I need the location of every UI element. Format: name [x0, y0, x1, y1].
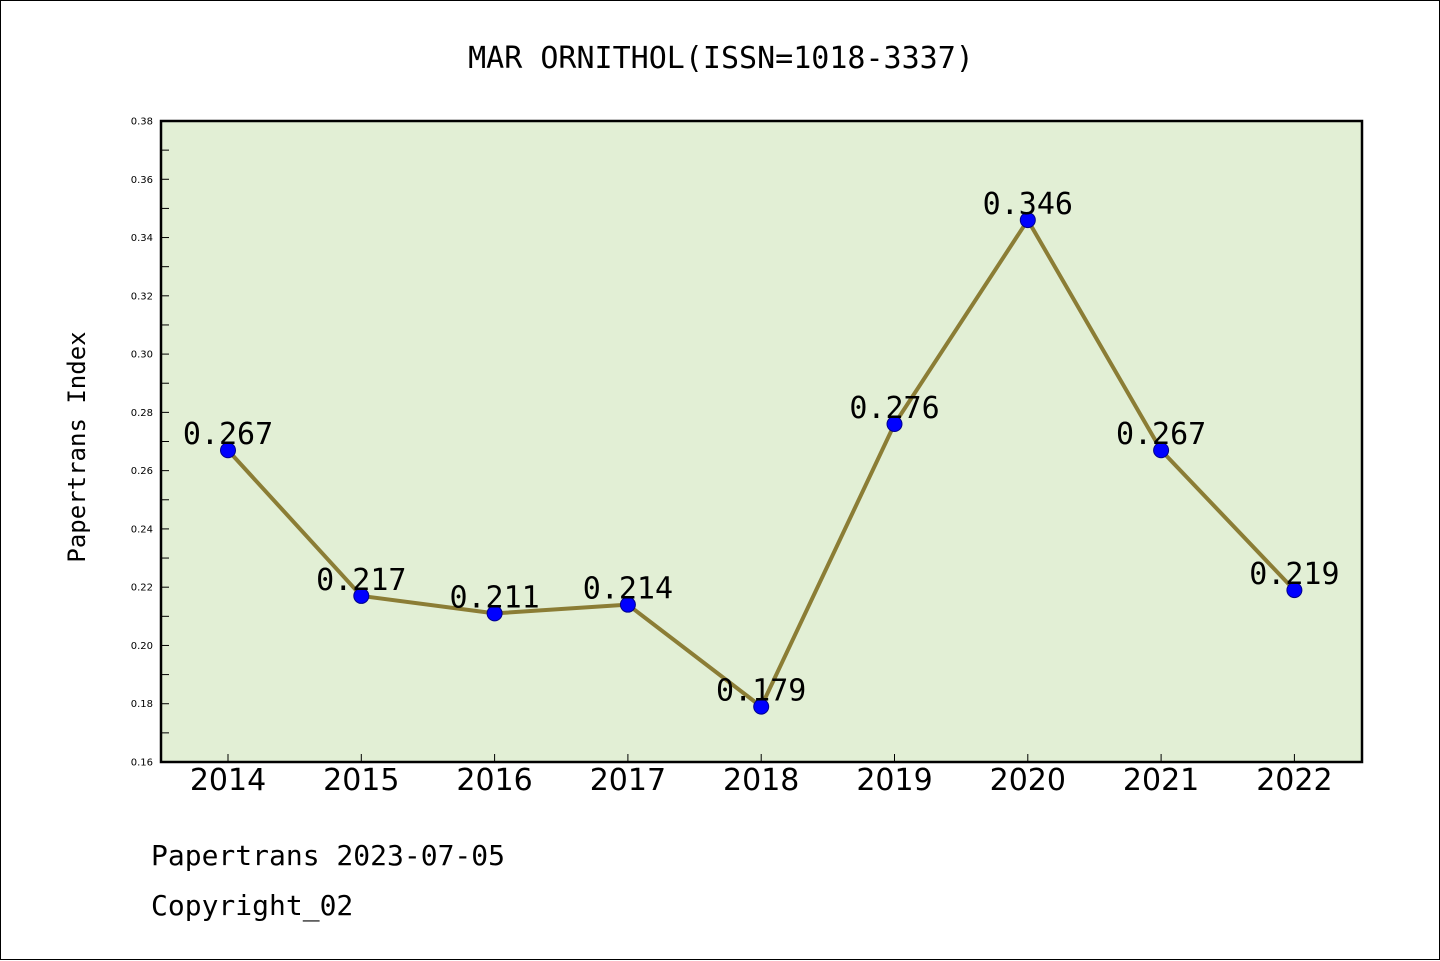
- plot-area: [161, 121, 1362, 762]
- x-tick-label: 2018: [723, 763, 799, 798]
- x-tick-label: 2019: [856, 763, 932, 798]
- data-point-marker: [753, 698, 770, 715]
- y-tick-label: 0.38: [131, 117, 153, 128]
- y-tick-label: 0.34: [131, 233, 153, 244]
- x-tick-label: 2015: [323, 763, 399, 798]
- y-tick-label: 0.26: [131, 466, 153, 477]
- y-tick-label: 0.22: [131, 583, 153, 594]
- chart-title: MAR ORNITHOL(ISSN=1018-3337): [468, 41, 974, 76]
- data-point-marker: [486, 605, 503, 622]
- y-axis-label: Papertrans Index: [63, 331, 91, 562]
- data-point-label: 0.217: [316, 563, 406, 598]
- y-tick-label: 0.24: [131, 524, 153, 535]
- data-point-marker: [1019, 212, 1036, 229]
- x-tick-label: 2020: [990, 763, 1066, 798]
- y-tick-label: 0.32: [131, 291, 153, 302]
- data-point-marker: [886, 416, 903, 433]
- y-tick-label: 0.36: [131, 175, 153, 186]
- data-point-marker: [1153, 442, 1170, 459]
- data-point-label: 0.179: [716, 674, 806, 709]
- data-point-marker: [220, 442, 236, 459]
- y-tick-label: 0.16: [131, 758, 153, 769]
- data-point-label: 0.214: [583, 572, 673, 607]
- x-tick-label: 2021: [1123, 763, 1199, 798]
- footer-copyright: Copyright_02: [151, 889, 353, 923]
- y-tick-label: 0.18: [131, 699, 153, 710]
- data-point-label: 0.267: [183, 417, 273, 452]
- x-tick-label: 2016: [456, 763, 532, 798]
- data-point-marker: [1286, 582, 1303, 599]
- data-point-label: 0.219: [1249, 557, 1339, 592]
- data-markers: [220, 212, 1303, 715]
- y-tick-label: 0.30: [131, 350, 153, 361]
- data-point-label: 0.267: [1116, 417, 1206, 452]
- data-point-label: 0.276: [849, 391, 939, 426]
- x-axis-ticks: 2014 2015 2016 2017 2018 2019 2020 2021 2022: [190, 754, 1333, 798]
- y-tick-label: 0.28: [131, 408, 153, 419]
- y-tick-label: 0.20: [131, 641, 153, 652]
- data-point-label: 0.211: [449, 580, 539, 615]
- data-point-marker: [619, 596, 636, 613]
- footer-date: Papertrans 2023-07-05: [151, 839, 505, 872]
- y-axis-ticks: 0.16 0.18 0.20 0.22 0.24 0.26 0.28 0.30 0.32 0.34…: [131, 117, 169, 769]
- data-labels: 0.267 0.217 0.211 0.214 0.179 0.276 0.346 0.267…: [183, 187, 1340, 709]
- data-point-marker: [353, 587, 370, 604]
- plot-border: [159, 119, 1364, 764]
- x-tick-label: 2017: [590, 763, 666, 798]
- data-point-label: 0.346: [983, 187, 1073, 222]
- x-tick-label: 2014: [190, 763, 266, 798]
- x-tick-label: 2022: [1256, 763, 1332, 798]
